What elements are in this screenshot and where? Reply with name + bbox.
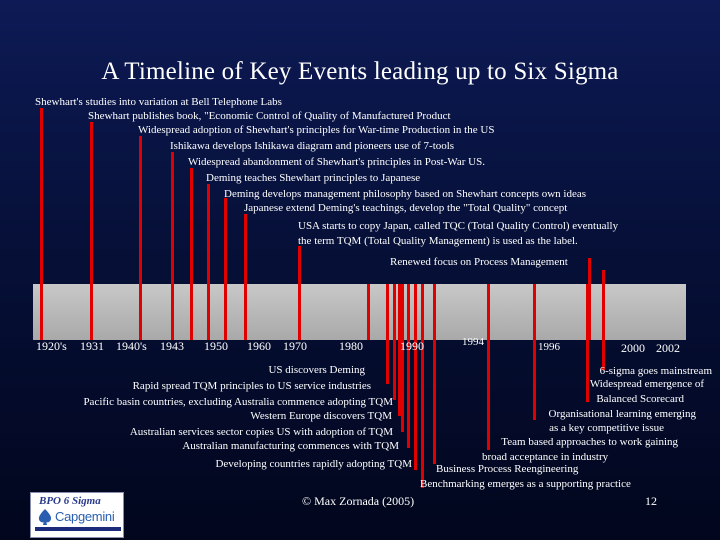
event-benchmarking: Benchmarking emerges as a supporting pra… xyxy=(420,478,631,490)
event-western-europe: Western Europe discovers TQM xyxy=(250,410,392,422)
marker-team-based xyxy=(487,284,490,450)
marker-deming-philosophy xyxy=(224,198,227,340)
marker-tqc xyxy=(298,246,301,340)
bpo-capgemini-logo: BPO 6 Sigma Capgemini xyxy=(30,492,124,538)
event-competitive-issue: as a key competitive issue xyxy=(549,422,664,434)
event-us-service-tqm: Rapid spread TQM principles to US servic… xyxy=(132,380,371,392)
year-label: 2002 xyxy=(656,341,680,355)
logo-underline xyxy=(35,527,121,531)
page-number: 12 xyxy=(645,494,657,508)
marker-1920s xyxy=(40,108,43,340)
copyright: © Max Zornada (2005) xyxy=(302,494,415,508)
event-developing-countries: Developing countries rapidly adopting TQ… xyxy=(215,458,412,470)
event-total-quality: Japanese extend Deming's teachings, deve… xyxy=(244,202,568,214)
event-ishikawa: Ishikawa develops Ishikawa diagram and p… xyxy=(170,140,455,152)
year-label: 1931 xyxy=(80,339,104,353)
event-widespread-emergence: Widespread emergence of xyxy=(589,378,704,390)
event-tqc-line2: the term TQM (Total Quality Management) … xyxy=(298,235,578,247)
event-team-based: Team based approaches to work gaining xyxy=(501,436,678,448)
year-label: 1920's xyxy=(36,339,67,353)
year-label: 1990 xyxy=(400,339,424,353)
marker-benchmarking xyxy=(421,284,424,488)
marker-aus-services xyxy=(401,284,404,432)
year-label: 1980 xyxy=(339,339,363,353)
year-label: 2000 xyxy=(621,341,645,355)
marker-ishikawa xyxy=(171,152,174,340)
event-pacific-basin: Pacific basin countries, excluding Austr… xyxy=(83,396,393,408)
marker-us-deming xyxy=(367,284,370,340)
marker-total-quality xyxy=(244,214,247,340)
marker-pacific xyxy=(393,284,396,400)
year-label: 1943 xyxy=(160,339,184,353)
marker-balanced-scorecard xyxy=(586,284,589,402)
logo-line2: Capgemini xyxy=(55,509,115,524)
year-label: 1960 xyxy=(247,339,271,353)
year-label: 1996 xyxy=(538,341,560,353)
event-shewhart-book: Shewhart publishes book, "Economic Contr… xyxy=(88,110,451,122)
marker-org-learning xyxy=(533,284,536,420)
year-label: 1940's xyxy=(116,339,147,353)
marker-us-service xyxy=(386,284,389,384)
event-deming-philosophy: Deming develops management philosophy ba… xyxy=(224,188,587,200)
marker-developing xyxy=(414,284,417,470)
event-org-learning: Organisational learning emerging xyxy=(548,408,696,420)
marker-bpr xyxy=(433,284,436,464)
event-us-discovers-deming: US discovers Deming xyxy=(268,364,365,376)
event-balanced-scorecard: Balanced Scorecard xyxy=(596,393,684,405)
capgemini-spade-icon xyxy=(38,509,52,525)
event-wartime-adoption: Widespread adoption of Shewhart's princi… xyxy=(138,124,495,136)
event-aus-services: Australian services sector copies US wit… xyxy=(129,426,393,438)
marker-aus-manufacturing xyxy=(407,284,410,448)
event-aus-manufacturing: Australian manufacturing commences with … xyxy=(182,440,399,452)
marker-postwar xyxy=(190,168,193,340)
year-label: 1950 xyxy=(204,339,228,353)
event-process-management: Renewed focus on Process Management xyxy=(390,256,568,268)
marker-deming-teaches xyxy=(207,184,210,340)
event-broad-acceptance: broad acceptance in industry xyxy=(482,451,609,463)
marker-1931 xyxy=(90,122,93,340)
marker-western-europe xyxy=(398,284,401,416)
event-deming-teaches: Deming teaches Shewhart principles to Ja… xyxy=(206,172,421,184)
logo-line1: BPO 6 Sigma xyxy=(39,495,101,507)
event-postwar-abandonment: Widespread abandonment of Shewhart's pri… xyxy=(188,156,485,168)
marker-process-management xyxy=(588,258,591,340)
marker-1940s xyxy=(139,136,142,340)
year-label: 1994 xyxy=(462,336,484,348)
event-six-sigma-mainstream: 6-sigma goes mainstream xyxy=(599,365,712,377)
year-label: 1970 xyxy=(283,339,307,353)
event-shewhart-studies: Shewhart's studies into variation at Bel… xyxy=(35,96,282,108)
event-tqc-line1: USA starts to copy Japan, called TQC (To… xyxy=(298,220,619,232)
slide-title: A Timeline of Key Events leading up to S… xyxy=(101,58,619,85)
marker-six-sigma xyxy=(602,270,605,370)
event-bpr: Business Process Reengineering xyxy=(436,463,579,475)
